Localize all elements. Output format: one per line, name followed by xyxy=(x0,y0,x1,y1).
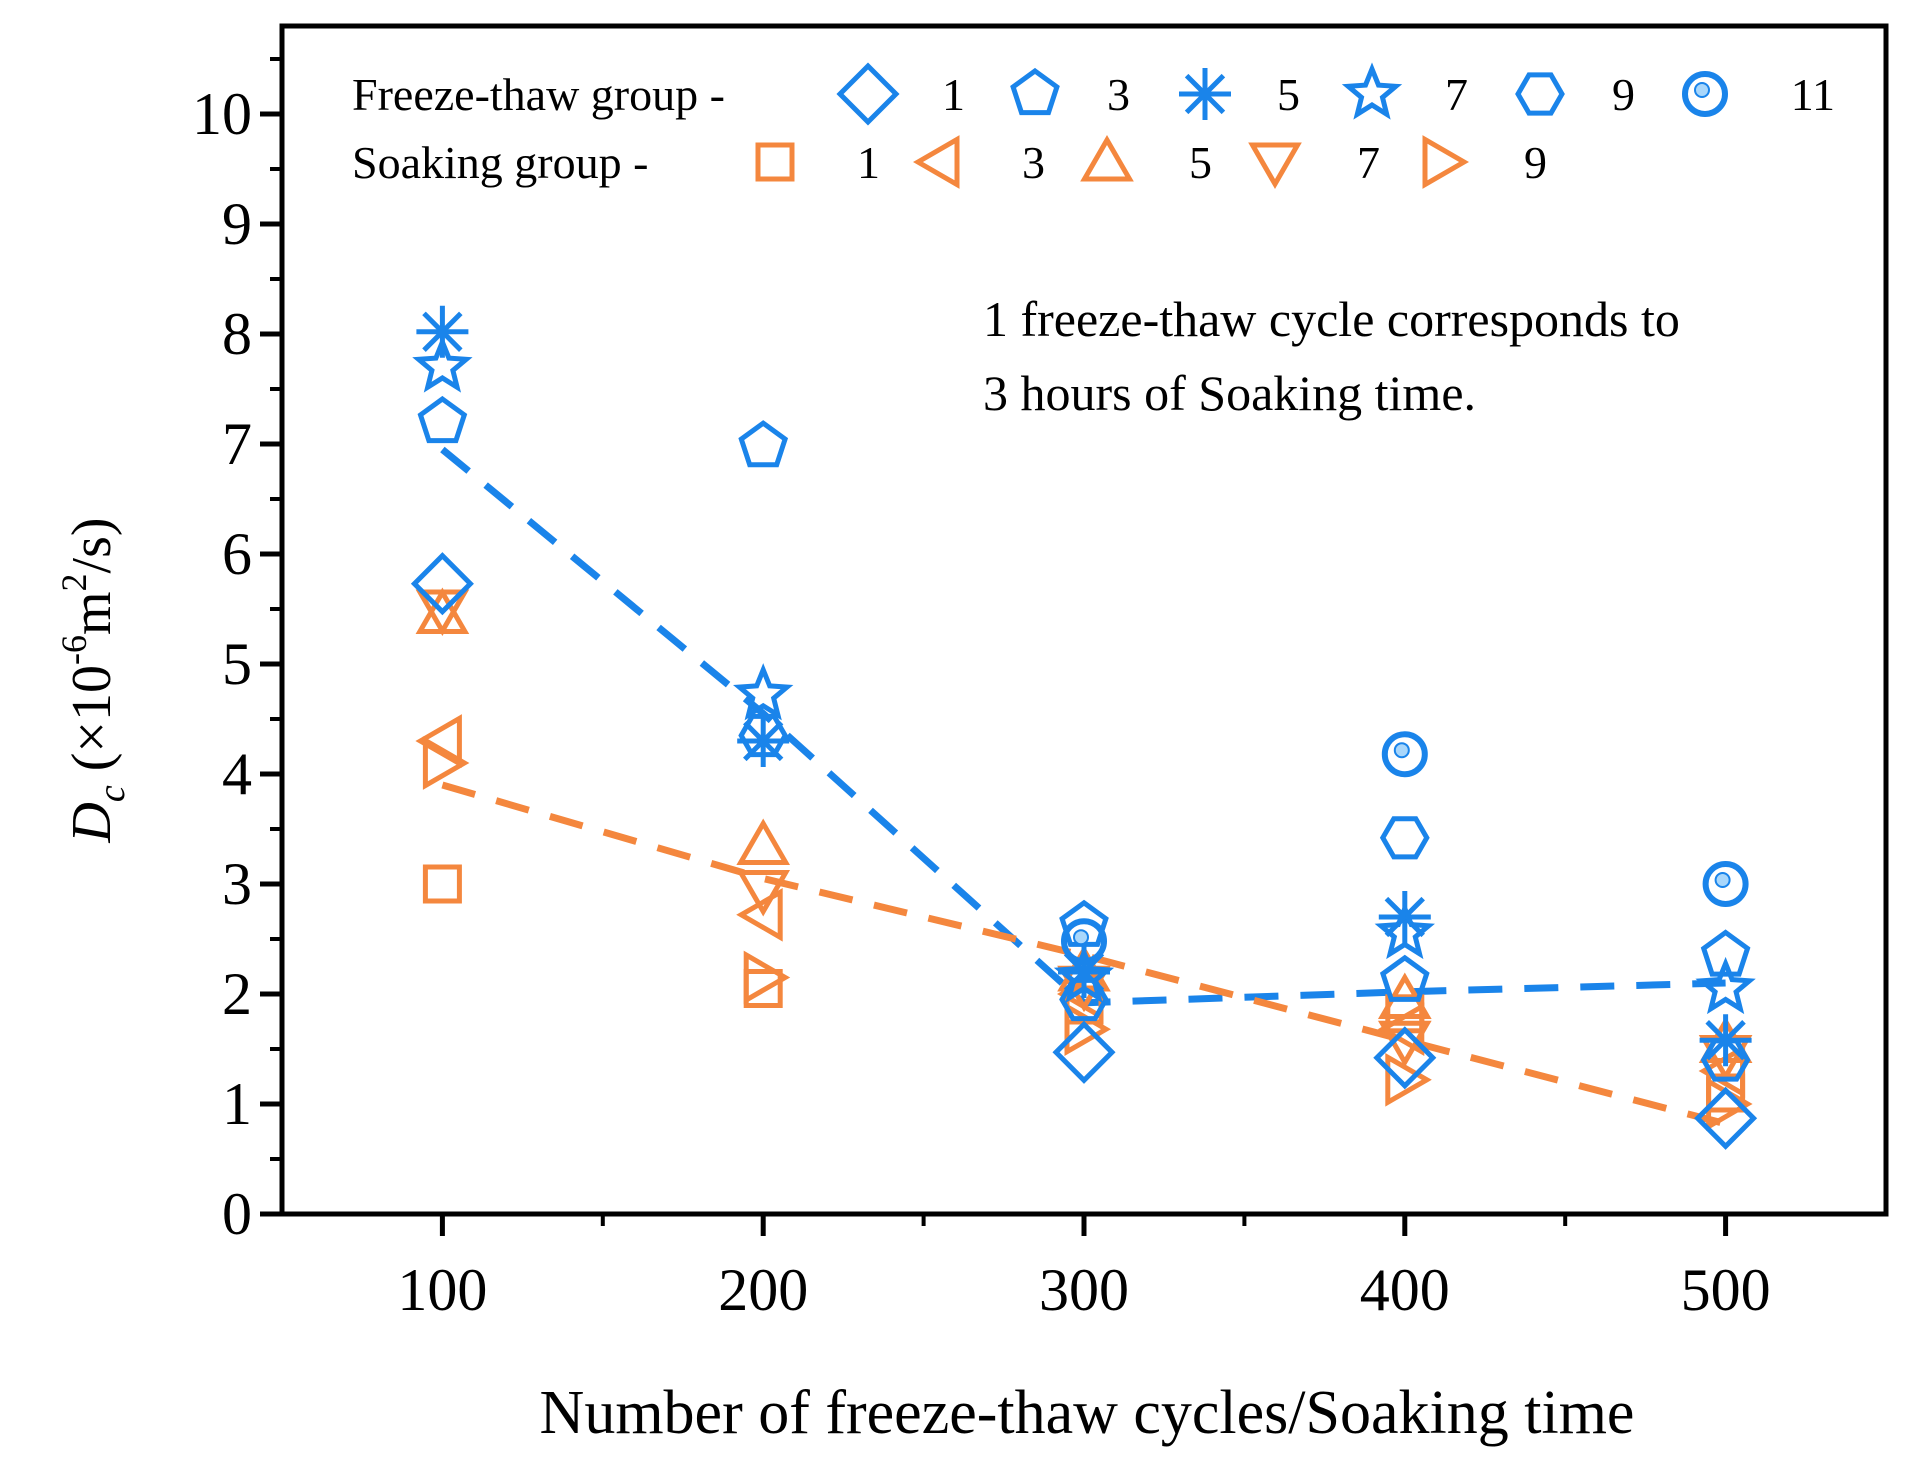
freeze-thaw-1-point xyxy=(1694,1086,1758,1150)
legend-freeze-thaw-1-label: 1 xyxy=(942,69,965,120)
freeze-thaw-1-point xyxy=(1052,1020,1116,1084)
data-points xyxy=(410,305,1758,1150)
x-tick-label: 100 xyxy=(397,1257,487,1323)
y-tick-label: 9 xyxy=(222,191,252,257)
soaking-7-point xyxy=(736,870,791,917)
legend-soaking-title: Soaking group - xyxy=(352,137,648,188)
legend-freeze-thaw-3-label: 3 xyxy=(1107,69,1130,120)
axis-ticks: 0 1 2 3 4 5 6 7 8 9 10 100 200 300 400 500 xyxy=(192,57,1771,1323)
y-tick-label: 3 xyxy=(222,851,252,917)
x-tick-label: 400 xyxy=(1360,1257,1450,1323)
freeze-thaw-11-point xyxy=(1381,731,1428,778)
annotation-line-1: 1 freeze-thaw cycle corresponds to xyxy=(983,291,1680,347)
y-tick-label: 0 xyxy=(222,1181,252,1247)
freeze-thaw-11-point xyxy=(1061,918,1107,965)
freeze-thaw-7-point xyxy=(1374,901,1435,960)
freeze-thaw-7-point xyxy=(733,663,794,721)
legend-soaking-9-label: 9 xyxy=(1524,137,1547,188)
soaking-1-point xyxy=(422,864,462,904)
y-label-subscript: c xyxy=(91,785,133,802)
freeze-thaw-3-point xyxy=(1700,929,1751,977)
freeze-thaw-3-point xyxy=(417,395,468,444)
legend-soaking-3-label: 3 xyxy=(1022,137,1045,188)
soaking-3-point xyxy=(736,887,783,942)
y-label-prefix: (×10 xyxy=(61,665,123,785)
freeze-thaw-9-point xyxy=(738,713,789,758)
legend-soaking-7-marker xyxy=(1248,142,1302,190)
soaking-5-point xyxy=(736,818,791,865)
y-tick-label: 2 xyxy=(222,961,252,1027)
legend-soaking-5-marker xyxy=(1080,134,1134,182)
y-label-symbol: D xyxy=(61,802,123,843)
freeze-thaw-9-point xyxy=(1379,816,1430,860)
y-tick-label: 5 xyxy=(222,631,252,697)
freeze-thaw-7-point xyxy=(1053,945,1115,1004)
soaking-9-point xyxy=(422,736,470,790)
freeze-thaw-5-point xyxy=(416,305,469,358)
y-label-exponent1: -6 xyxy=(54,635,94,665)
x-axis-label: Number of freeze-thaw cycles/Soaking tim… xyxy=(540,1379,1635,1447)
legend-freeze-thaw-9-marker xyxy=(1515,72,1565,116)
freeze-thaw-3-point xyxy=(738,420,789,468)
legend-freeze-thaw-7-marker xyxy=(1341,62,1403,120)
y-label-suffix: /s) xyxy=(61,517,123,573)
y-axis-label: Dc (×10-6m2/s) xyxy=(54,517,133,843)
x-tick-label: 200 xyxy=(718,1257,808,1323)
freeze-thaw-5-point xyxy=(1378,891,1431,943)
soaking-9-point xyxy=(743,950,791,1005)
freeze-thaw-1-point xyxy=(410,552,474,616)
annotation-line-2: 3 hours of Soaking time. xyxy=(983,365,1476,421)
freeze-thaw-9-point xyxy=(1059,977,1109,1022)
legend-freeze-thaw-title: Freeze-thaw group - xyxy=(352,69,725,120)
legend-freeze-thaw-11-marker xyxy=(1682,71,1728,117)
freeze-thaw-11-point xyxy=(1702,861,1749,907)
y-tick-label: 6 xyxy=(222,521,252,587)
legend-soaking-5-label: 5 xyxy=(1189,137,1212,188)
legend-freeze-thaw-3-marker xyxy=(1010,67,1060,116)
y-tick-label: 8 xyxy=(222,301,252,367)
legend-soaking-3-marker xyxy=(912,135,960,189)
soaking-7-point xyxy=(415,589,470,637)
freeze-thaw-7-point xyxy=(1695,956,1756,1015)
plot-frame xyxy=(279,23,1889,1217)
legend-soaking-9-marker xyxy=(1422,135,1470,189)
y-label-mid: m xyxy=(61,591,123,635)
freeze-thaw-3-point xyxy=(1379,954,1430,1002)
legend-soaking-1-marker xyxy=(755,142,795,182)
legend-freeze-thaw-5-label: 5 xyxy=(1277,69,1300,120)
y-tick-label: 4 xyxy=(222,741,252,807)
y-tick-label: 7 xyxy=(222,411,252,477)
legend-freeze-thaw-7-label: 7 xyxy=(1445,69,1468,120)
soaking-3-point xyxy=(415,714,462,768)
freeze-thaw-9-point xyxy=(1700,1038,1751,1082)
soaking-9-point xyxy=(1385,1052,1432,1107)
x-tick-label: 500 xyxy=(1681,1257,1771,1323)
freeze-thaw-1-point xyxy=(1373,1026,1437,1090)
legend-freeze-thaw-11-label: 11 xyxy=(1791,69,1835,120)
y-tick-label: 10 xyxy=(192,81,252,147)
legend-freeze-thaw-5-marker xyxy=(1179,68,1231,120)
legend-freeze-thaw-1-marker xyxy=(836,62,900,126)
legend-freeze-thaw-9-label: 9 xyxy=(1612,69,1635,120)
legend: 1 3 5 7 9 111 3 5 7 9 xyxy=(755,62,1835,190)
y-label-exponent2: 2 xyxy=(54,573,94,591)
x-tick-label: 300 xyxy=(1039,1257,1129,1323)
legend-soaking-1-label: 1 xyxy=(857,137,880,188)
y-tick-label: 1 xyxy=(222,1071,252,1137)
freeze-thaw-7-point xyxy=(412,335,473,393)
legend-soaking-7-label: 7 xyxy=(1357,137,1380,188)
